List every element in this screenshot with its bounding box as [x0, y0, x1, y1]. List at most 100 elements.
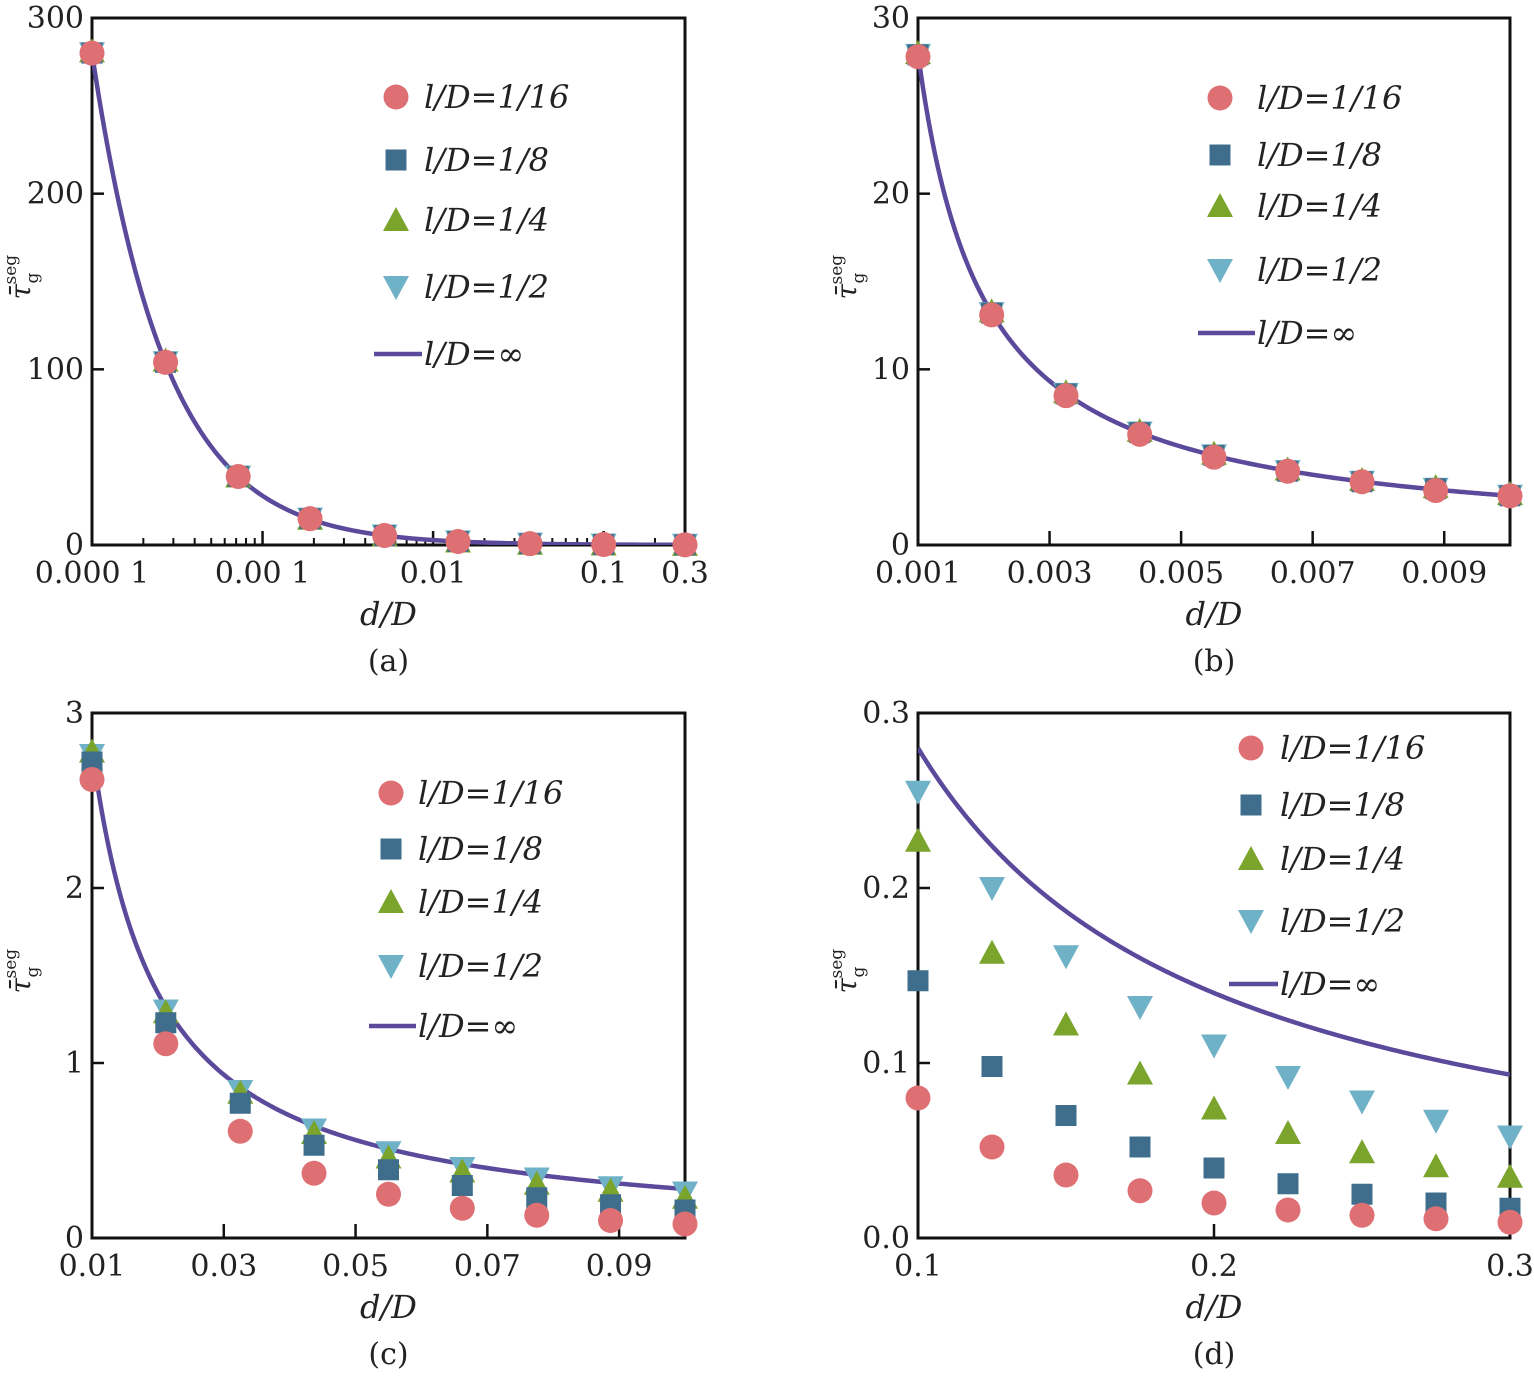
y-tick-label: 0 — [65, 1221, 84, 1256]
data-point-triangle-down — [1127, 995, 1153, 1020]
data-point-square — [907, 970, 929, 992]
legend-label: l/D=1/8 — [1257, 136, 1382, 174]
series-line-inf — [918, 52, 1510, 499]
data-point-triangle-up — [1275, 1120, 1301, 1145]
legend-marker-circle — [383, 84, 409, 110]
y-tick-label: 10 — [872, 352, 910, 387]
data-point-triangle-up — [905, 827, 931, 852]
data-point-square — [155, 1012, 177, 1034]
chart-panel-a: 0 100 200 300 0.000 1 0.00 1 0.01 0.1 0.3 d/D (a) τ… — [1, 1, 709, 679]
data-point-triangle-down — [905, 780, 931, 805]
legend-label: l/D=1/8 — [1280, 786, 1405, 824]
x-tick-label: 0.1 — [894, 1249, 942, 1284]
x-axis-label: d/D — [1186, 1288, 1243, 1326]
data-point-triangle-down — [1349, 1090, 1375, 1115]
data-point-circle — [153, 1031, 179, 1057]
data-point-circle — [979, 1134, 1005, 1160]
data-point-triangle-down — [1053, 945, 1079, 970]
data-point-circle — [524, 1202, 550, 1228]
data-point-triangle-up — [1497, 1163, 1523, 1188]
y-axis-label-sup: seg — [1, 949, 21, 979]
legend-label: l/D=1/4 — [1280, 840, 1405, 878]
data-point-square — [1203, 1157, 1225, 1179]
legend-marker-square — [385, 149, 407, 171]
legend-label: l/D=1/2 — [1257, 251, 1382, 289]
data-point-circle — [979, 302, 1005, 328]
y-tick-label: 300 — [27, 1, 84, 36]
y-axis-label-sup: seg — [827, 949, 847, 979]
y-tick-label: 3 — [65, 696, 84, 731]
legend-label: l/D=1/8 — [418, 830, 543, 868]
y-axis-label-sub: g — [849, 273, 869, 284]
legend-marker-circle — [1207, 85, 1233, 111]
x-tick-label: 0.3 — [1486, 1249, 1534, 1284]
data-point-circle — [1275, 458, 1301, 484]
y-axis-label-sub: g — [23, 273, 43, 284]
data-point-circle — [153, 349, 179, 375]
data-point-circle — [591, 532, 617, 558]
legend-marker-triangle-down — [1238, 909, 1264, 934]
legend-marker-triangle-up — [1207, 193, 1233, 218]
x-axis-label: d/D — [360, 595, 417, 633]
data-point-triangle-down — [1423, 1109, 1449, 1134]
legend-label: l/D=1/16 — [1280, 729, 1425, 767]
legend-marker-square — [1209, 144, 1231, 166]
x-tick-label: 0.000 1 — [35, 556, 150, 591]
legend-label: l/D=∞ — [418, 1007, 518, 1045]
data-point-square — [1277, 1173, 1299, 1195]
y-tick-label: 1 — [65, 1046, 84, 1081]
panel-label: (b) — [1193, 644, 1236, 679]
chart-panel-d: 0.00.10.20.30.1 0.2 0.3d/D(d)τ̄gsegl/D=1/1… — [827, 696, 1534, 1372]
data-point-circle — [372, 523, 398, 549]
legend-label: l/D=∞ — [1257, 314, 1357, 352]
y-axis-label-main: τ̄ — [4, 284, 37, 300]
x-tick-label: 0.005 — [1138, 556, 1224, 591]
panel-label: (c) — [368, 1337, 408, 1372]
y-tick-label: 2 — [65, 871, 84, 906]
data-point-triangle-up — [979, 939, 1005, 964]
data-point-square — [378, 1159, 399, 1181]
x-tick-label: 0.01 — [400, 556, 467, 591]
x-tick-label: 0.009 — [1401, 556, 1487, 591]
data-point-circle — [905, 44, 931, 70]
data-point-triangle-up — [1423, 1153, 1449, 1178]
legend-marker-square — [380, 838, 402, 860]
legend-label: l/D=1/4 — [424, 201, 549, 239]
panel-label: (d) — [1193, 1337, 1236, 1372]
data-point-circle — [1423, 478, 1449, 504]
y-tick-label: 30 — [872, 1, 910, 36]
data-point-circle — [225, 463, 251, 489]
data-point-circle — [1349, 1202, 1375, 1228]
data-point-triangle-up — [1349, 1139, 1375, 1164]
legend-label: l/D=1/2 — [418, 947, 543, 985]
y-tick-label: 0 — [891, 528, 910, 563]
x-tick-label: 0.3 — [661, 556, 709, 591]
data-point-circle — [1497, 483, 1523, 509]
data-point-square — [981, 1056, 1003, 1077]
legend-label: l/D=1/4 — [1257, 187, 1382, 225]
data-point-circle — [301, 1160, 327, 1186]
plot-frame — [90, 711, 687, 1240]
legend-marker-triangle-down — [1207, 258, 1233, 283]
legend-marker-triangle-down — [378, 954, 404, 979]
panel-label: (a) — [368, 644, 409, 679]
data-point-triangle-down — [979, 876, 1005, 901]
data-point-circle — [1349, 469, 1375, 495]
x-tick-label: 0.1 — [580, 556, 628, 591]
x-tick-label: 0.003 — [1007, 556, 1093, 591]
legend-marker-triangle-up — [383, 207, 409, 232]
y-axis-label-sub: g — [849, 967, 869, 978]
data-point-square — [526, 1187, 548, 1209]
y-axis-label-sup: seg — [1, 255, 21, 285]
data-point-circle — [79, 40, 105, 66]
legend-label: l/D=1/2 — [1280, 902, 1405, 940]
legend-label: l/D=1/8 — [424, 141, 549, 179]
data-point-circle — [1053, 383, 1079, 409]
x-axis-label: d/D — [360, 1288, 417, 1326]
data-point-circle — [1127, 1178, 1153, 1204]
y-axis-label-sub: g — [23, 967, 43, 978]
